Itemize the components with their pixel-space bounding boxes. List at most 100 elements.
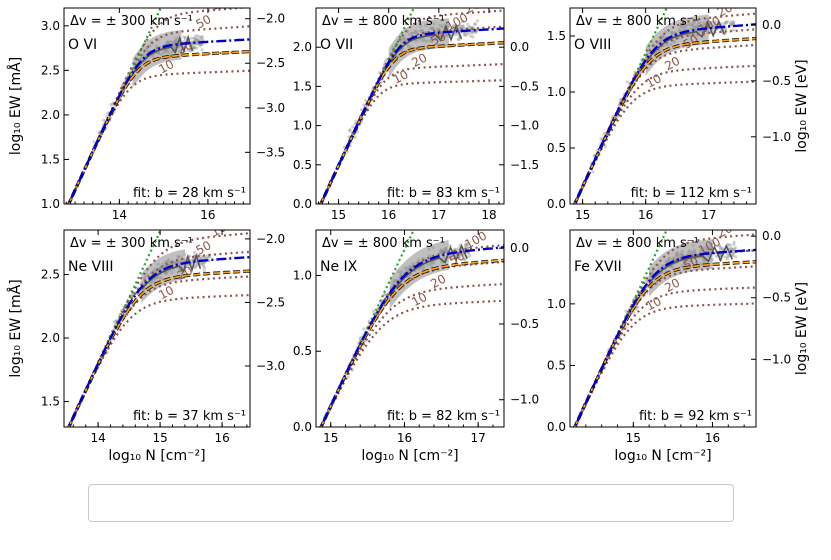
scatter-point bbox=[182, 35, 186, 39]
scatter-point bbox=[636, 305, 640, 309]
right-tick-label: −0.5 bbox=[762, 74, 791, 88]
y-tick-label: 0.5 bbox=[293, 158, 312, 172]
right-tick-label: −3.5 bbox=[256, 145, 285, 159]
axes-frame bbox=[315, 7, 505, 205]
scatter-point bbox=[469, 34, 473, 38]
y-tick-label: 0.5 bbox=[547, 358, 566, 372]
scatter-point bbox=[449, 257, 453, 261]
y-tick-label: 0.5 bbox=[547, 141, 566, 155]
var-b-curve bbox=[319, 25, 504, 204]
var-b-label: 10 bbox=[391, 67, 411, 87]
percentile-band bbox=[141, 249, 185, 303]
scatter-point bbox=[382, 292, 386, 296]
scatter-point bbox=[732, 249, 736, 253]
scatter-point bbox=[731, 20, 736, 24]
scatter-point bbox=[379, 81, 383, 85]
scatter-point bbox=[466, 241, 470, 245]
scatter-point bbox=[192, 45, 196, 49]
right-tick-label: −2.5 bbox=[256, 56, 285, 70]
scatter-point bbox=[729, 246, 734, 250]
scatter-point bbox=[345, 150, 349, 154]
y-tick-label: 0.0 bbox=[547, 197, 566, 211]
var-b-curve bbox=[573, 233, 756, 427]
scatter-point bbox=[722, 23, 727, 27]
var-b-label: 200 bbox=[715, 0, 742, 20]
y-axis-label: log₁₀ EW [mÅ] bbox=[7, 57, 24, 155]
x-axis-label: log₁₀ N [cm⁻²] bbox=[614, 448, 711, 464]
scatter-point bbox=[719, 247, 723, 251]
scatter-point bbox=[348, 129, 352, 133]
var-b-label: 20 bbox=[409, 50, 429, 70]
scatter-point bbox=[448, 256, 452, 260]
scatter-point bbox=[194, 36, 198, 40]
scatter-point bbox=[617, 103, 621, 107]
scatter-point bbox=[465, 244, 469, 248]
right-axis-label: log₁₀ EW [eV] bbox=[794, 282, 810, 375]
y-tick-label: 1.0 bbox=[547, 297, 566, 311]
right-tick-label: −1.0 bbox=[762, 352, 791, 366]
scatter-point bbox=[591, 170, 595, 174]
y-tick-label: 1.0 bbox=[547, 85, 566, 99]
scatter-point bbox=[457, 256, 461, 260]
right-tick-label: −3.0 bbox=[256, 101, 285, 115]
var-b-curve bbox=[319, 9, 504, 204]
best-fit-b-curve bbox=[319, 27, 504, 204]
x-tick-label: 18 bbox=[481, 208, 496, 222]
scatter-point bbox=[192, 36, 196, 40]
scatter-point bbox=[461, 25, 465, 29]
right-tick-label: −1.0 bbox=[510, 393, 539, 407]
scatter-point bbox=[202, 266, 206, 270]
scatter-point bbox=[732, 248, 736, 253]
scatter-point bbox=[362, 327, 366, 331]
scatter-point bbox=[468, 25, 472, 29]
var-b-curve bbox=[67, 232, 250, 427]
linear-cog-line bbox=[319, 230, 415, 427]
right-tick-label: −2.0 bbox=[256, 12, 285, 26]
scatter-point bbox=[728, 247, 732, 251]
y-tick-label: 1.5 bbox=[547, 29, 566, 43]
scatter-point bbox=[729, 20, 733, 24]
scatter-point bbox=[599, 137, 603, 141]
median-line bbox=[648, 243, 734, 284]
scatter-point bbox=[475, 19, 480, 23]
scatter-point bbox=[118, 312, 122, 316]
scatter-point bbox=[198, 44, 202, 48]
var-b-curve bbox=[573, 28, 756, 204]
right-tick-label: −1.0 bbox=[510, 119, 539, 133]
linear-cog-line bbox=[67, 8, 162, 204]
y-tick-label: 0.0 bbox=[547, 420, 566, 434]
scatter-point bbox=[474, 28, 479, 32]
scatter-point bbox=[720, 22, 724, 26]
scatter-point bbox=[194, 41, 198, 46]
scatter-point bbox=[625, 80, 629, 84]
x-tick-label: 14 bbox=[90, 431, 105, 445]
y-tick-label: 1.5 bbox=[41, 395, 60, 409]
scatter-point bbox=[199, 254, 203, 258]
right-axis-label: log₁₀ EW [eV] bbox=[794, 59, 810, 152]
axes-frame bbox=[569, 229, 757, 428]
var-b-label: 10 bbox=[644, 294, 664, 314]
scatter-point bbox=[462, 26, 466, 30]
scatter-point bbox=[718, 245, 722, 249]
scatter-point bbox=[732, 240, 736, 244]
var-b-curve bbox=[67, 250, 250, 427]
scatter-point bbox=[192, 46, 196, 50]
scatter-point bbox=[460, 253, 464, 257]
scatter-point bbox=[195, 38, 199, 42]
scatter-point bbox=[183, 37, 187, 41]
scatter-point bbox=[719, 246, 723, 250]
scatter-point bbox=[457, 38, 461, 42]
scatter-point bbox=[109, 103, 113, 107]
scatter-point bbox=[189, 36, 193, 40]
best-fit-b-curve bbox=[67, 38, 250, 204]
scatter-point bbox=[200, 35, 204, 39]
y-tick-label: 0.0 bbox=[293, 420, 312, 434]
best-fit-b-curve bbox=[573, 248, 756, 427]
var-b-curve bbox=[573, 265, 756, 427]
scatter-point bbox=[724, 20, 728, 24]
var-b-label: 10 bbox=[156, 283, 176, 303]
median-line bbox=[389, 243, 468, 296]
